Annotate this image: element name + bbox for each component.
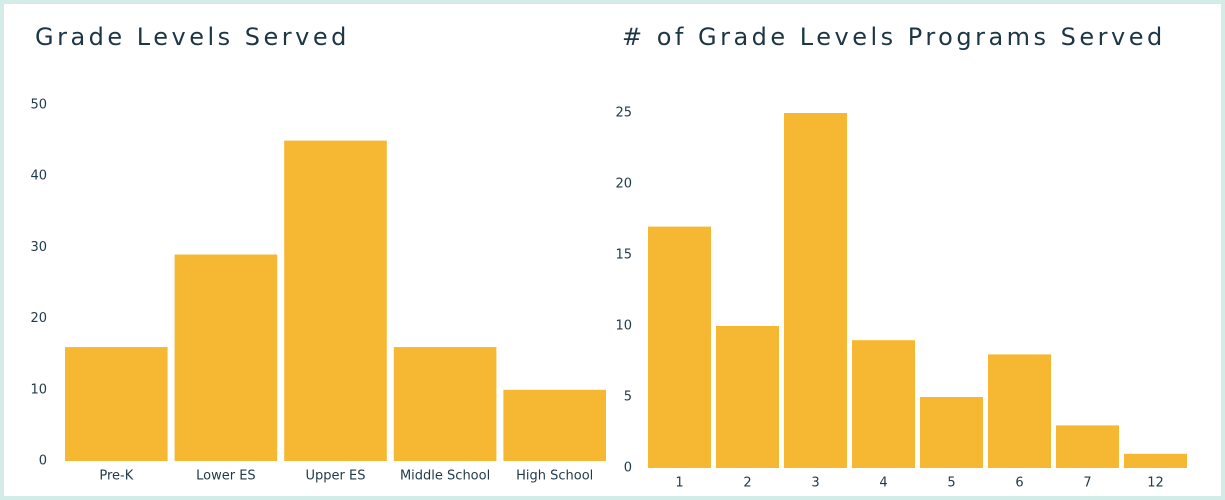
bar [716, 326, 779, 468]
x-tick-label: Pre-K [99, 469, 133, 484]
bar [852, 340, 915, 468]
x-tick-label: 2 [743, 476, 751, 491]
bar [784, 113, 847, 468]
y-tick-label: 5 [624, 390, 632, 405]
y-tick-label: 20 [615, 177, 632, 192]
bar [648, 226, 711, 468]
y-tick-label: 25 [615, 106, 632, 121]
x-tick-label: 4 [879, 476, 887, 491]
x-tick-label: Middle School [400, 469, 490, 484]
y-tick-label: 15 [615, 248, 632, 263]
bar [503, 389, 606, 461]
x-tick-label: Upper ES [306, 469, 366, 484]
bar [65, 347, 168, 461]
y-tick-label: 50 [30, 98, 47, 113]
x-tick-label: 12 [1147, 476, 1164, 491]
x-tick-label: 7 [1083, 476, 1091, 491]
bar [1056, 425, 1119, 468]
y-tick-label: 20 [30, 311, 47, 326]
y-tick-label: 10 [615, 319, 632, 334]
x-tick-label: High School [516, 469, 593, 484]
y-tick-label: 40 [30, 169, 47, 184]
bar [1124, 453, 1187, 468]
x-tick-label: 3 [811, 476, 819, 491]
bar [174, 254, 278, 461]
x-tick-label: Lower ES [196, 469, 256, 484]
bar [988, 354, 1051, 468]
chart-title: # of Grade Levels Programs Served [622, 23, 1166, 51]
bar [284, 140, 387, 461]
y-tick-label: 0 [39, 454, 47, 469]
y-tick-label: 10 [30, 382, 47, 397]
y-tick-label: 30 [30, 240, 47, 255]
x-tick-label: 1 [675, 476, 683, 491]
x-tick-label: 6 [1015, 476, 1023, 491]
bar [920, 397, 983, 468]
y-tick-label: 0 [624, 461, 632, 476]
chart-title: Grade Levels Served [35, 23, 350, 51]
x-tick-label: 5 [947, 476, 955, 491]
bar [393, 347, 497, 461]
